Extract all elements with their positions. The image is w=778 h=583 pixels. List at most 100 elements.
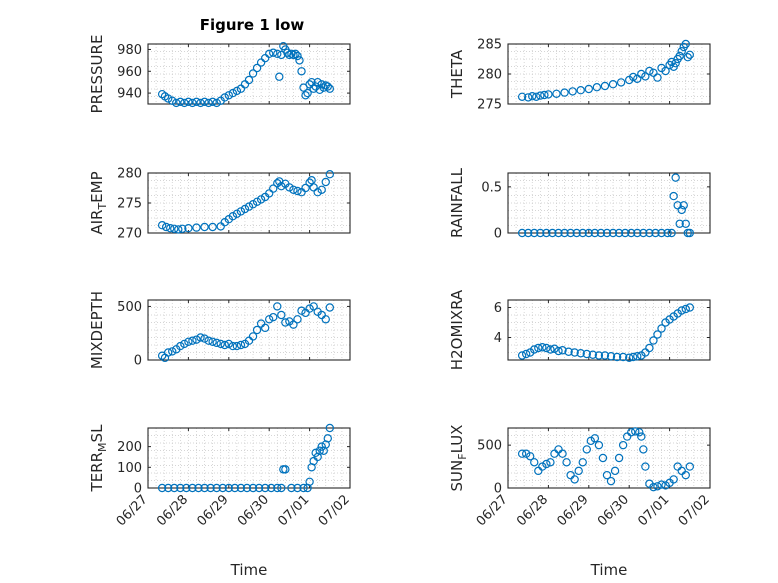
data-point (248, 483, 258, 493)
subplot-rainfall: 0 0.5 RAINFALL (448, 167, 711, 242)
data-point (532, 92, 541, 102)
x-tick-label: 06/30 (235, 492, 272, 529)
data-point (303, 88, 312, 98)
y-tick-label: 0.5 (481, 180, 502, 195)
data-point (675, 219, 684, 228)
data-point (530, 345, 539, 354)
data-point (546, 458, 555, 467)
x-axis-label: Time (230, 561, 268, 579)
data-point (230, 483, 240, 493)
y-tick-label: 4 (494, 331, 502, 346)
data-point (592, 82, 602, 92)
data-point (216, 222, 225, 231)
data-point (685, 303, 695, 312)
data-point (639, 445, 648, 454)
data-point (521, 349, 531, 359)
data-series (157, 169, 334, 234)
data-point (517, 351, 527, 360)
data-point (669, 191, 678, 201)
data-point (566, 228, 575, 238)
data-point (277, 181, 286, 191)
data-point (608, 79, 618, 89)
y-tick-label: 280 (117, 167, 142, 182)
data-point (538, 343, 547, 352)
data-point (667, 228, 676, 238)
data-point (180, 339, 189, 349)
y-tick-label: 6 (494, 301, 502, 316)
y-tick-label: 940 (117, 87, 142, 102)
data-point (299, 483, 308, 493)
data-point (208, 97, 217, 107)
data-point (517, 449, 527, 458)
data-point (663, 228, 672, 238)
data-point (594, 440, 604, 450)
data-point (192, 335, 201, 344)
data-point (228, 211, 238, 221)
figure-title: Figure 1 low (200, 16, 305, 34)
data-point (560, 88, 569, 97)
y-axis-label: PRESSURE (88, 35, 106, 114)
data-point (637, 432, 646, 441)
data-point (176, 341, 185, 351)
data-point (618, 352, 628, 362)
x-tick-label: 07/01 (635, 492, 672, 529)
data-series (157, 302, 334, 363)
data-point (568, 87, 577, 96)
data-point (552, 89, 561, 99)
data-point (260, 483, 270, 493)
y-axis-label: RAINFALL (448, 167, 466, 238)
data-point (301, 91, 310, 100)
x-tick-label: 07/02 (316, 492, 353, 529)
data-point (184, 337, 193, 346)
data-point (309, 84, 318, 93)
data-point (188, 336, 197, 345)
data-point (174, 225, 183, 234)
data-point (610, 466, 620, 476)
data-point (236, 340, 246, 350)
data-point (220, 93, 229, 102)
data-point (315, 446, 324, 455)
data-point (578, 228, 587, 238)
y-tick-label: 0 (494, 227, 502, 242)
data-point (256, 195, 266, 204)
data-point (570, 475, 579, 484)
data-point (558, 449, 567, 458)
data-point (681, 470, 690, 480)
data-point (254, 483, 264, 493)
data-point (289, 320, 298, 329)
y-tick-label: 960 (117, 65, 142, 80)
data-point (685, 50, 695, 60)
data-point (188, 483, 197, 493)
data-point (176, 97, 185, 107)
data-point (281, 318, 290, 327)
data-point (574, 466, 583, 476)
data-point (600, 351, 610, 360)
axes-box (147, 299, 351, 361)
data-point (212, 338, 221, 348)
y-tick-label: 100 (117, 461, 142, 476)
data-point (252, 63, 262, 73)
data-point (534, 343, 543, 353)
data-point (293, 186, 302, 196)
data-point (157, 483, 167, 493)
data-point (305, 477, 314, 486)
data-point (293, 315, 302, 324)
data-point (671, 173, 680, 182)
data-point (184, 97, 193, 107)
data-point (633, 74, 642, 84)
data-point (281, 465, 290, 474)
data-point (681, 39, 690, 49)
data-point (196, 98, 205, 108)
data-point (309, 302, 318, 311)
data-point (289, 185, 298, 194)
data-point (590, 228, 600, 238)
data-point (542, 228, 551, 238)
data-series (517, 427, 695, 492)
data-point (163, 348, 173, 357)
y-tick-label: 280 (477, 68, 502, 83)
data-point (321, 315, 330, 324)
data-point (232, 86, 242, 96)
data-point (530, 228, 539, 238)
data-point (653, 330, 662, 339)
data-point (524, 93, 533, 102)
